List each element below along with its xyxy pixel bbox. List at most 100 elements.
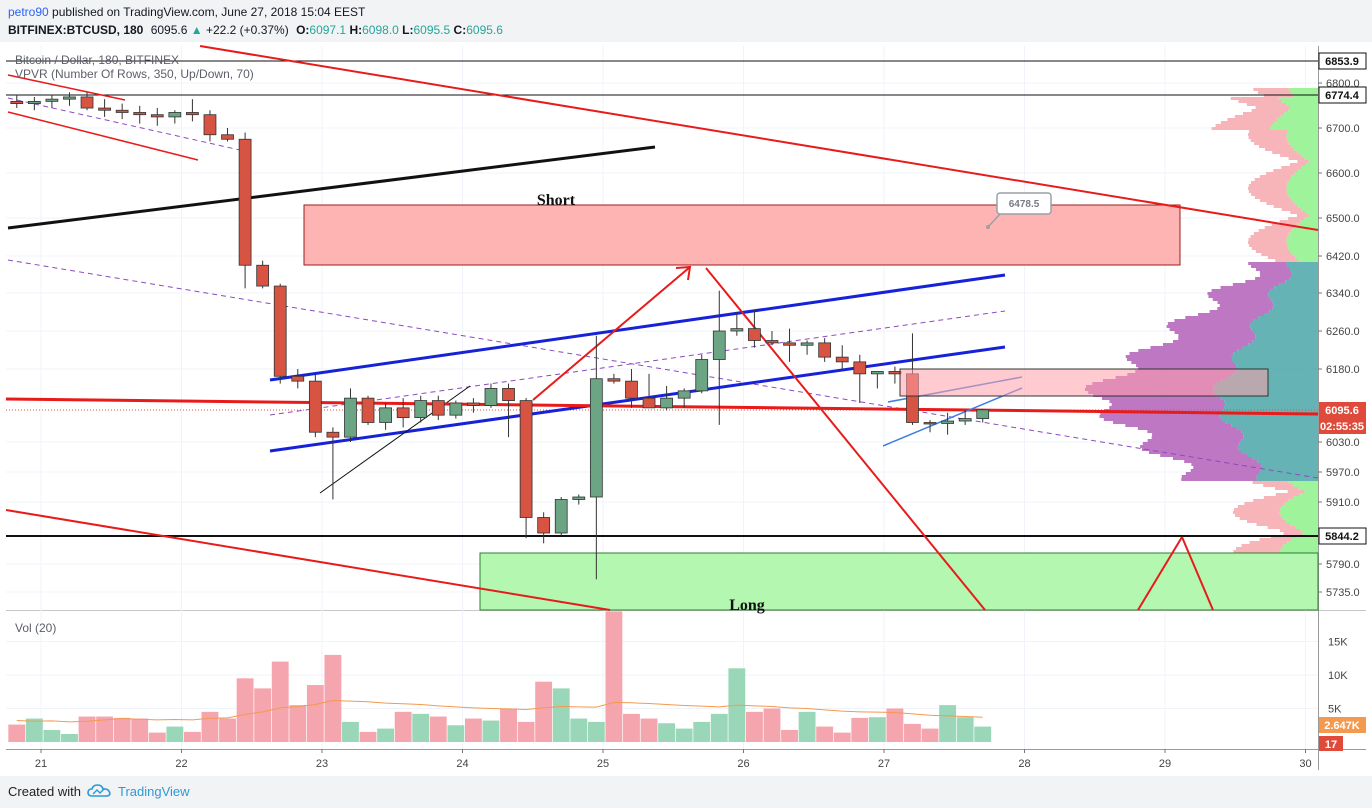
volume-bar[interactable] bbox=[201, 711, 219, 742]
volume-bar[interactable] bbox=[956, 717, 974, 742]
candle[interactable] bbox=[642, 373, 656, 409]
volume-bar[interactable] bbox=[552, 688, 570, 742]
volume-bar[interactable] bbox=[96, 716, 114, 742]
volume-bar[interactable] bbox=[306, 685, 324, 742]
candle[interactable] bbox=[730, 312, 744, 336]
short-zone[interactable] bbox=[303, 204, 1181, 266]
volume-bar[interactable] bbox=[921, 728, 939, 742]
volume-bar[interactable] bbox=[183, 731, 201, 742]
volume-bar[interactable] bbox=[587, 721, 605, 742]
candle[interactable] bbox=[273, 283, 287, 384]
candle[interactable] bbox=[414, 395, 428, 423]
volume-bar[interactable] bbox=[833, 732, 851, 742]
volume-bar[interactable] bbox=[113, 717, 131, 742]
candle[interactable] bbox=[326, 427, 340, 500]
volume-value-tag[interactable]: 2.647K bbox=[1319, 717, 1366, 733]
black-trend-line[interactable] bbox=[7, 145, 656, 230]
red-channel-bottom-line[interactable] bbox=[7, 111, 199, 161]
candle[interactable] bbox=[133, 105, 147, 124]
volume-bar[interactable] bbox=[131, 718, 149, 742]
volume-bar[interactable] bbox=[886, 708, 904, 743]
candle[interactable] bbox=[45, 94, 59, 109]
long-zone[interactable] bbox=[479, 552, 1319, 611]
candle[interactable] bbox=[27, 96, 41, 111]
blue-channel-bottom-line[interactable] bbox=[269, 345, 1006, 453]
candle[interactable] bbox=[941, 412, 954, 435]
volume-bar[interactable] bbox=[429, 716, 447, 742]
candle[interactable] bbox=[572, 494, 586, 505]
price-callout[interactable]: 6478.5 bbox=[986, 192, 1052, 229]
countdown-tag[interactable]: 02:55:35 bbox=[1319, 418, 1366, 434]
volume-bar[interactable] bbox=[974, 726, 992, 742]
candle[interactable] bbox=[256, 260, 270, 289]
candle[interactable] bbox=[748, 309, 761, 348]
volume-bar[interactable] bbox=[464, 718, 482, 742]
price-tag-6853[interactable]: 6853.9 bbox=[1318, 52, 1367, 70]
candle[interactable] bbox=[344, 388, 357, 442]
candle[interactable] bbox=[203, 110, 217, 142]
candle[interactable] bbox=[291, 369, 305, 389]
candle[interactable] bbox=[537, 512, 551, 544]
volume-bar[interactable] bbox=[394, 711, 412, 742]
red-channel-top-line[interactable] bbox=[7, 74, 126, 101]
candle[interactable] bbox=[853, 354, 867, 404]
candle[interactable] bbox=[467, 398, 480, 413]
candle[interactable] bbox=[589, 335, 603, 580]
candle[interactable] bbox=[695, 354, 709, 394]
volume-bar[interactable] bbox=[148, 732, 166, 742]
candle[interactable] bbox=[63, 92, 76, 106]
candle[interactable] bbox=[783, 328, 796, 362]
candle[interactable] bbox=[221, 128, 234, 142]
candle[interactable] bbox=[186, 99, 199, 122]
candle[interactable] bbox=[98, 99, 111, 117]
tradingview-brand-link[interactable]: TradingView bbox=[118, 784, 190, 799]
candle[interactable] bbox=[660, 386, 673, 411]
candle[interactable] bbox=[150, 108, 164, 126]
blue-wedge-bottom-line[interactable] bbox=[882, 387, 1023, 447]
candle[interactable] bbox=[870, 371, 884, 389]
candle[interactable] bbox=[10, 94, 24, 109]
volume-bar[interactable] bbox=[342, 721, 359, 742]
candle[interactable] bbox=[765, 331, 779, 346]
volume-bar[interactable] bbox=[359, 731, 377, 742]
candle[interactable] bbox=[361, 395, 375, 425]
volume-bar[interactable] bbox=[254, 688, 272, 742]
volume-legend[interactable]: Vol (20) bbox=[15, 621, 57, 635]
volume-bar[interactable] bbox=[675, 728, 693, 742]
red-v-left-line[interactable] bbox=[1137, 536, 1183, 611]
volume-bar[interactable] bbox=[324, 654, 342, 742]
volume-bar[interactable] bbox=[710, 713, 728, 742]
red-arrow-up-line[interactable] bbox=[532, 266, 691, 401]
price-tag-5844[interactable]: 5844.2 bbox=[1318, 527, 1367, 545]
candle[interactable] bbox=[519, 398, 533, 539]
candle[interactable] bbox=[625, 369, 638, 408]
candle[interactable] bbox=[238, 132, 252, 289]
blue-channel-top-line[interactable] bbox=[269, 273, 1006, 382]
volume-bar[interactable] bbox=[412, 713, 430, 742]
series-title[interactable]: Bitcoin / Dollar, 180, BITFINEX bbox=[15, 53, 180, 67]
candle[interactable] bbox=[396, 398, 410, 428]
callout-box[interactable] bbox=[996, 192, 1052, 215]
candle[interactable] bbox=[168, 110, 182, 124]
volume-bar[interactable] bbox=[640, 718, 658, 742]
volume-bar[interactable] bbox=[289, 705, 307, 742]
volume-bar[interactable] bbox=[8, 724, 26, 742]
volume-bar[interactable] bbox=[25, 718, 43, 742]
volume-bar[interactable] bbox=[78, 716, 96, 742]
price-tag-6774[interactable]: 6774.4 bbox=[1318, 86, 1367, 104]
candle[interactable] bbox=[484, 383, 498, 408]
vpvr-legend[interactable]: VPVR (Number Of Rows, 350, Up/Down, 70) bbox=[15, 67, 254, 81]
volume-count-tag[interactable]: 17 bbox=[1319, 736, 1343, 751]
candle[interactable] bbox=[800, 340, 814, 355]
volume-bar[interactable] bbox=[570, 718, 588, 742]
candle[interactable] bbox=[958, 410, 972, 425]
volume-bar[interactable] bbox=[166, 726, 184, 742]
red-resistance-line[interactable] bbox=[199, 45, 1319, 231]
volume-bar[interactable] bbox=[868, 717, 886, 742]
price-chart[interactable]: Short Long 6478.5 6800.06700.06600.06500… bbox=[0, 0, 1372, 776]
volume-bar[interactable] bbox=[43, 729, 61, 742]
volume-bar[interactable] bbox=[535, 681, 553, 742]
main-pane[interactable] bbox=[6, 46, 1318, 610]
volume-bar[interactable] bbox=[851, 717, 869, 742]
candle[interactable] bbox=[115, 103, 129, 120]
